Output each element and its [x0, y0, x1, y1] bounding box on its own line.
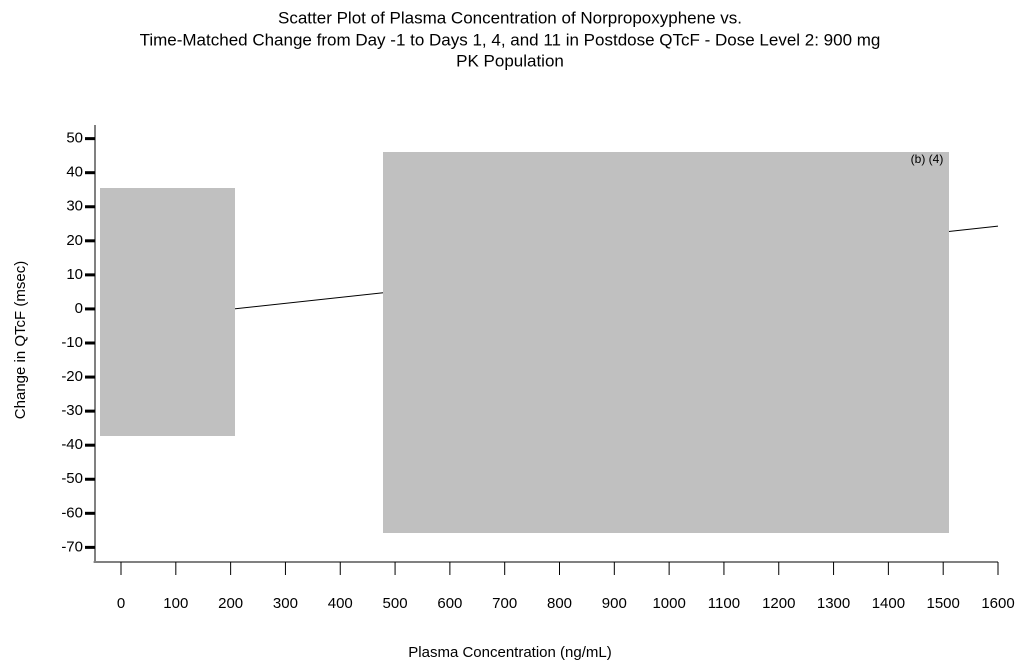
x-tick-label: 1300: [817, 595, 850, 612]
x-tick-label: 700: [492, 595, 517, 612]
y-tick-label: -30: [61, 402, 83, 419]
y-tick-label: 30: [66, 198, 83, 215]
y-tick-label: -60: [61, 504, 83, 521]
chart-title: Scatter Plot of Plasma Concentration of …: [278, 8, 742, 27]
chart-title: PK Population: [456, 51, 564, 70]
y-tick-label: -50: [61, 470, 83, 487]
x-tick-label: 1200: [762, 595, 795, 612]
y-tick-label: -20: [61, 368, 83, 385]
y-tick-label: 40: [66, 164, 83, 181]
x-tick-label: 300: [273, 595, 298, 612]
y-tick-label: -40: [61, 436, 83, 453]
x-tick-label: 900: [602, 595, 627, 612]
x-axis-label: Plasma Concentration (ng/mL): [408, 644, 611, 661]
annotation: (b) (4): [911, 152, 944, 166]
x-tick-label: 1500: [927, 595, 960, 612]
x-tick-label: 600: [437, 595, 462, 612]
x-tick-label: 800: [547, 595, 572, 612]
x-tick-label: 500: [383, 595, 408, 612]
y-tick-label: 20: [66, 232, 83, 249]
x-tick-label: 400: [328, 595, 353, 612]
y-tick-label: -10: [61, 334, 83, 351]
x-tick-label: 100: [163, 595, 188, 612]
x-tick-label: 1600: [981, 595, 1014, 612]
x-tick-label: 1400: [872, 595, 905, 612]
y-axis-label: Change in QTcF (msec): [12, 261, 29, 419]
x-tick-label: 1100: [708, 595, 740, 612]
redaction-box: [383, 152, 949, 533]
chart-title: Time-Matched Change from Day -1 to Days …: [140, 30, 881, 49]
y-tick-label: 10: [66, 266, 83, 283]
x-tick-label: 0: [117, 595, 125, 612]
x-tick-label: 1000: [652, 595, 685, 612]
y-tick-label: 50: [66, 130, 83, 147]
redaction-box: [100, 188, 235, 436]
y-tick-label: -70: [61, 538, 83, 555]
x-tick-label: 200: [218, 595, 243, 612]
y-tick-label: 0: [75, 300, 83, 317]
